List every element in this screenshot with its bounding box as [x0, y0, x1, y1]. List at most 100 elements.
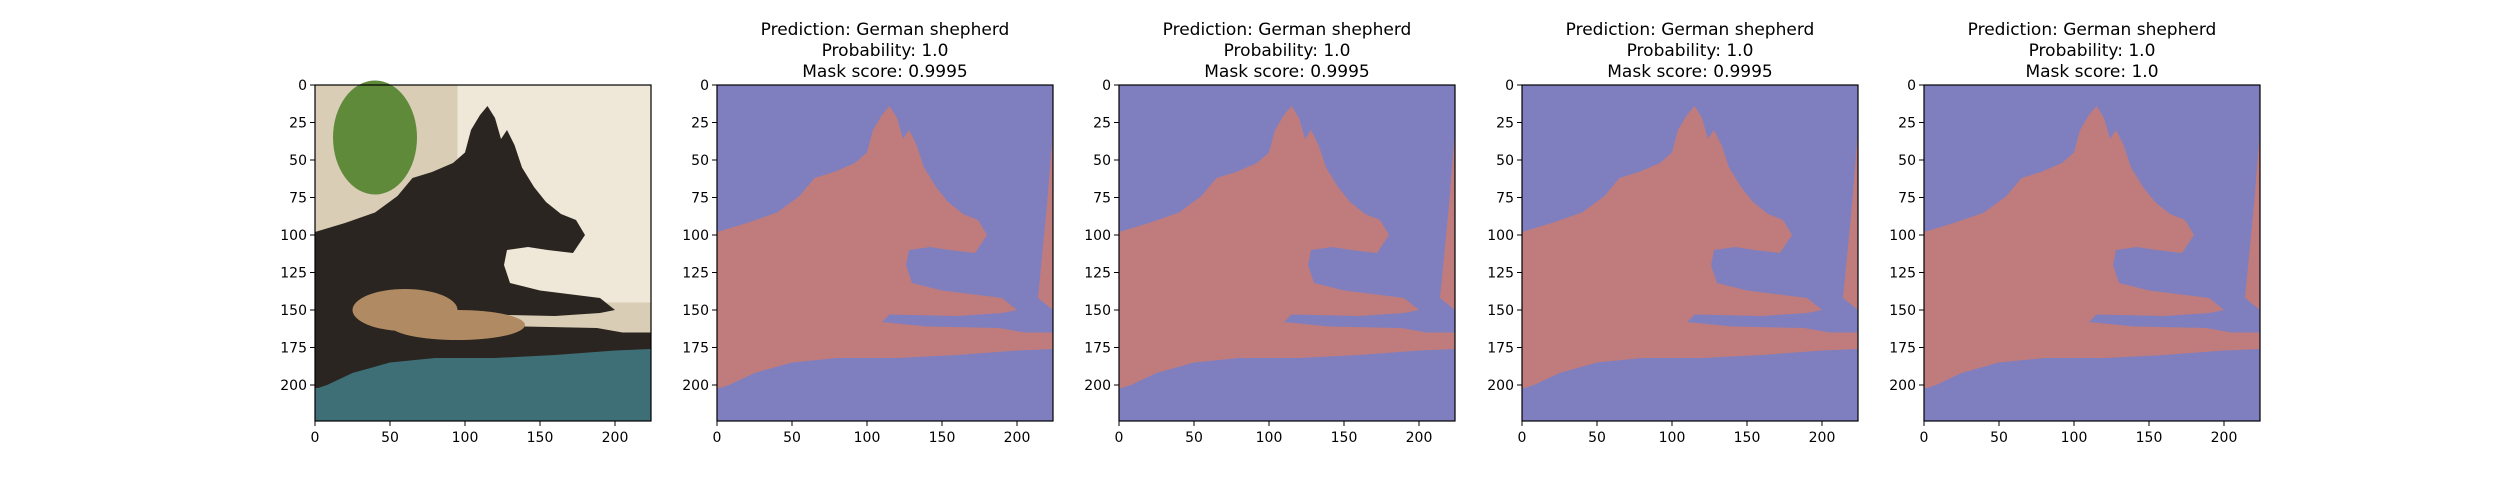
y-tick-label: 25 — [1496, 116, 1514, 132]
x-tick-label: 50 — [1588, 430, 1606, 446]
y-tick-label: 175 — [280, 341, 307, 357]
x-tick-label: 50 — [1990, 430, 2008, 446]
x-tick-label: 0 — [1115, 430, 1124, 446]
dog-mask-region — [1924, 106, 2260, 388]
y-tick-label: 50 — [691, 153, 709, 169]
y-tick-label: 125 — [1889, 266, 1916, 282]
x-tick-label: 200 — [1809, 430, 1836, 446]
panel-title-line: Mask score: 1.0 — [2025, 62, 2158, 82]
x-tick-label: 50 — [381, 430, 399, 446]
x-tick-label: 150 — [2136, 430, 2163, 446]
x-tick-label: 150 — [1331, 430, 1358, 446]
x-tick-label: 100 — [854, 430, 881, 446]
x-tick-label: 0 — [1920, 430, 1929, 446]
panel-title-line: Prediction: German shepherd — [761, 20, 1010, 40]
y-tick-label: 50 — [1093, 153, 1111, 169]
y-tick-label: 175 — [1084, 341, 1111, 357]
panel-title-line: Mask score: 0.9995 — [1204, 62, 1369, 82]
photo-dog-flank — [352, 289, 458, 331]
y-tick-label: 25 — [691, 116, 709, 132]
panel-2: 0 50 100 150 200 0 25 50 75 100 125 150 175 200 Predic… — [682, 20, 1054, 446]
y-tick-label: 100 — [1487, 228, 1514, 244]
panel-title-line: Probability: 1.0 — [1627, 41, 1754, 61]
x-tick-label: 0 — [713, 430, 722, 446]
y-tick-label: 75 — [1898, 191, 1916, 207]
y-tick-label: 150 — [1084, 303, 1111, 319]
axes-frame — [1923, 84, 2261, 422]
window-mask-region — [1038, 130, 1053, 310]
y-tick-label: 175 — [1889, 341, 1916, 357]
photo-plant — [333, 80, 417, 195]
x-tick-label: 200 — [1406, 430, 1433, 446]
dog-mask-region — [1119, 106, 1455, 388]
y-tick-label: 0 — [298, 78, 307, 94]
x-tick-label: 0 — [1518, 430, 1527, 446]
panel-title-line: Probability: 1.0 — [1224, 41, 1351, 61]
y-tick-label: 125 — [1487, 266, 1514, 282]
y-tick-label: 0 — [1505, 78, 1514, 94]
panel-4: 0 50 100 150 200 0 25 50 75 100 125 150 175 200 Predic… — [1487, 20, 1859, 446]
y-tick-label: 50 — [1496, 153, 1514, 169]
axes-frame — [1118, 84, 1456, 422]
panel-title-line: Prediction: German shepherd — [1968, 20, 2217, 40]
panel-1: 0 50 100 150 200 0 25 50 75 100 125 150 175 200 — [280, 78, 652, 446]
window-mask-region — [2245, 130, 2260, 310]
window-mask-region — [1843, 130, 1858, 310]
y-tick-label: 100 — [1889, 228, 1916, 244]
x-tick-label: 150 — [527, 430, 554, 446]
x-tick-label: 0 — [311, 430, 320, 446]
y-tick-label: 75 — [691, 191, 709, 207]
y-tick-label: 75 — [1496, 191, 1514, 207]
y-tick-label: 0 — [1907, 78, 1916, 94]
y-tick-label: 125 — [682, 266, 709, 282]
x-tick-label: 100 — [1659, 430, 1686, 446]
x-tick-label: 50 — [783, 430, 801, 446]
y-tick-label: 25 — [1093, 116, 1111, 132]
y-tick-label: 150 — [682, 303, 709, 319]
panel-title-line: Probability: 1.0 — [2029, 41, 2156, 61]
x-tick-label: 200 — [2211, 430, 2238, 446]
x-tick-label: 200 — [1004, 430, 1031, 446]
x-tick-label: 50 — [1185, 430, 1203, 446]
window-mask-region — [1440, 130, 1455, 310]
y-tick-label: 175 — [1487, 341, 1514, 357]
axes-frame — [1521, 84, 1859, 422]
y-tick-label: 100 — [280, 228, 307, 244]
panel-5: 0 50 100 150 200 0 25 50 75 100 125 150 175 200 Predic… — [1889, 20, 2261, 446]
y-tick-label: 50 — [1898, 153, 1916, 169]
y-tick-label: 75 — [1093, 191, 1111, 207]
panel-title-line: Mask score: 0.9995 — [1607, 62, 1772, 82]
panel-title-line: Mask score: 0.9995 — [802, 62, 967, 82]
y-tick-label: 0 — [1102, 78, 1111, 94]
x-tick-label: 100 — [2061, 430, 2088, 446]
x-tick-label: 100 — [452, 430, 479, 446]
panel-title-line: Probability: 1.0 — [822, 41, 949, 61]
panel-title-line: Prediction: German shepherd — [1566, 20, 1815, 40]
y-tick-label: 100 — [1084, 228, 1111, 244]
axes-frame — [314, 84, 652, 422]
axes-frame — [716, 84, 1054, 422]
y-tick-label: 75 — [289, 191, 307, 207]
y-tick-label: 150 — [1487, 303, 1514, 319]
y-tick-label: 150 — [1889, 303, 1916, 319]
y-tick-label: 175 — [682, 341, 709, 357]
x-tick-label: 200 — [602, 430, 629, 446]
x-tick-label: 150 — [1734, 430, 1761, 446]
x-tick-label: 150 — [929, 430, 956, 446]
y-tick-label: 125 — [280, 266, 307, 282]
y-tick-label: 200 — [280, 378, 307, 394]
panel-title-line: Prediction: German shepherd — [1163, 20, 1412, 40]
dog-mask-region — [717, 106, 1053, 388]
y-tick-label: 25 — [1898, 116, 1916, 132]
x-tick-label: 100 — [1256, 430, 1283, 446]
y-tick-label: 25 — [289, 116, 307, 132]
y-tick-label: 200 — [1084, 378, 1111, 394]
y-tick-label: 0 — [700, 78, 709, 94]
y-tick-label: 200 — [1889, 378, 1916, 394]
y-tick-label: 50 — [289, 153, 307, 169]
y-tick-label: 200 — [682, 378, 709, 394]
y-tick-label: 100 — [682, 228, 709, 244]
y-tick-label: 125 — [1084, 266, 1111, 282]
y-tick-label: 150 — [280, 303, 307, 319]
